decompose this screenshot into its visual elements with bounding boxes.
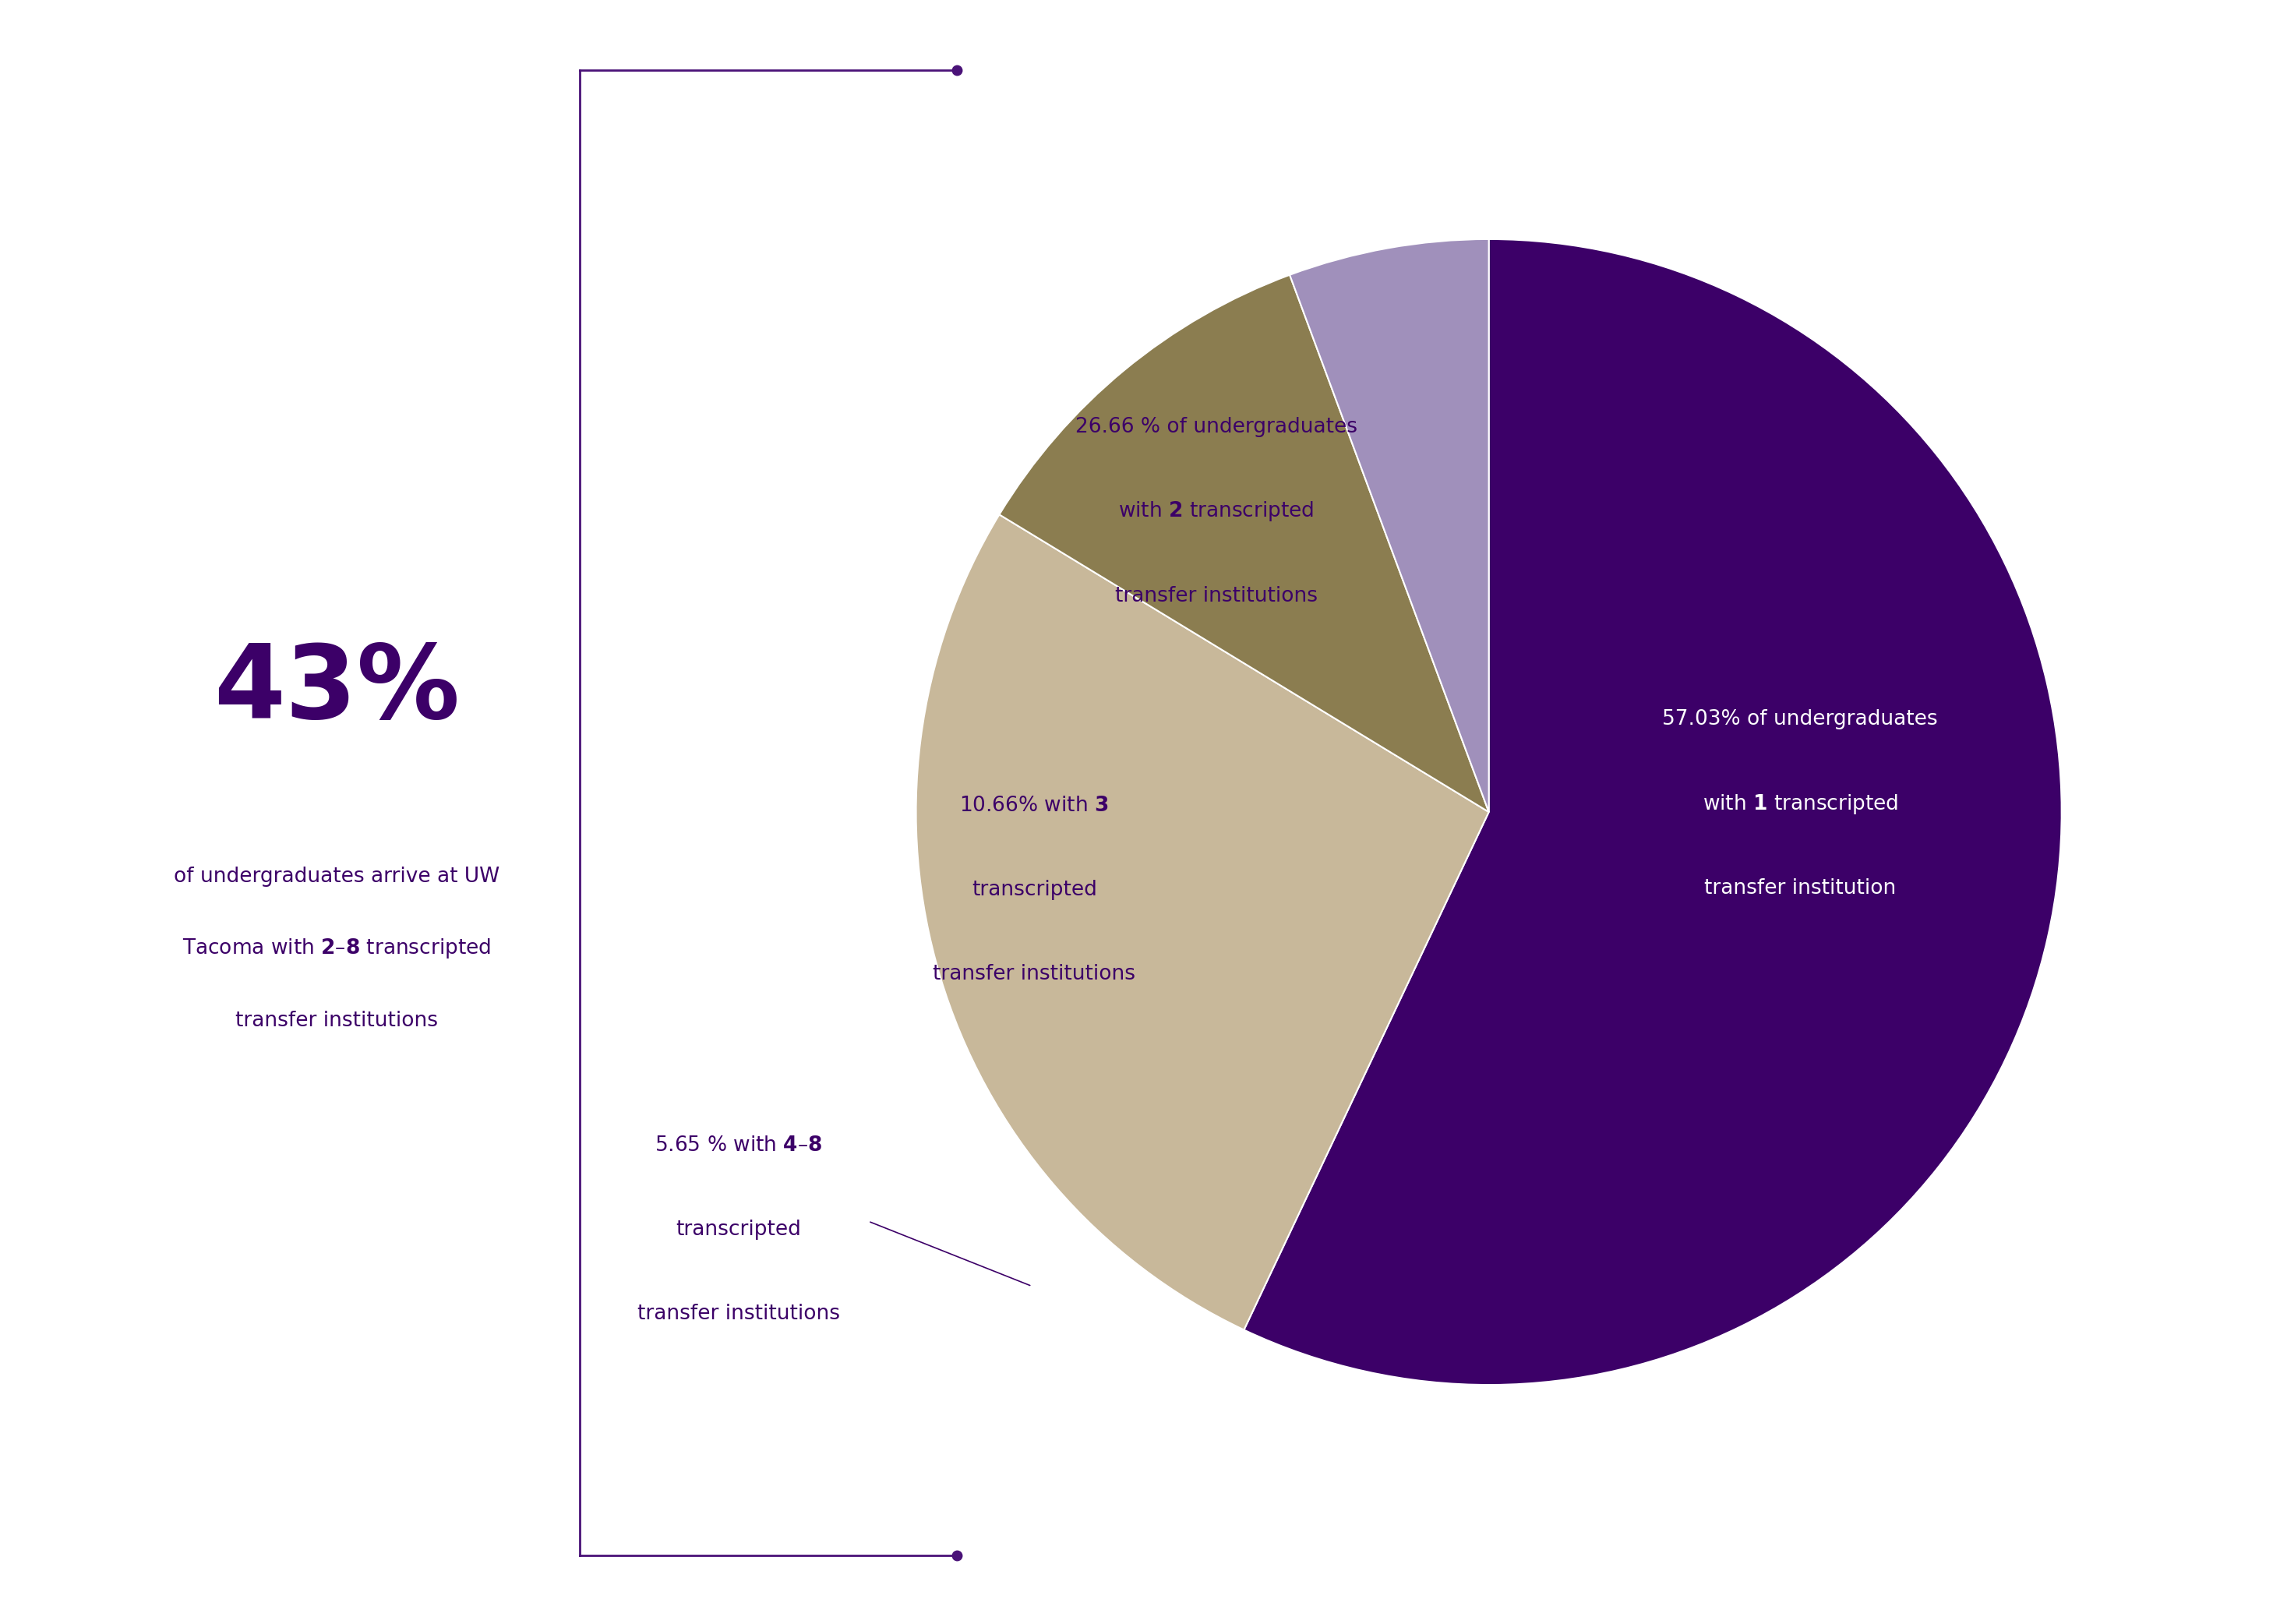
Text: 43%: 43% — [214, 641, 459, 739]
Text: 10.66% with $\mathbf{3}$: 10.66% with $\mathbf{3}$ — [959, 796, 1109, 815]
Text: with $\mathbf{1}$ transcripted: with $\mathbf{1}$ transcripted — [1702, 793, 1898, 815]
Wedge shape — [1243, 239, 2062, 1385]
Text: 57.03% of undergraduates: 57.03% of undergraduates — [1662, 710, 1939, 729]
Wedge shape — [1000, 274, 1489, 812]
Text: Tacoma with $\mathbf{2–8}$ transcripted: Tacoma with $\mathbf{2–8}$ transcripted — [182, 937, 491, 960]
Text: 5.65 % with $\mathbf{4–8}$: 5.65 % with $\mathbf{4–8}$ — [655, 1135, 823, 1155]
Text: transfer institutions: transfer institutions — [234, 1010, 439, 1031]
Text: transcripted: transcripted — [675, 1220, 802, 1239]
Text: transfer institutions: transfer institutions — [932, 965, 1136, 984]
Text: with $\mathbf{2}$ transcripted: with $\mathbf{2}$ transcripted — [1118, 500, 1314, 523]
Text: 26.66 % of undergraduates: 26.66 % of undergraduates — [1075, 417, 1357, 437]
Wedge shape — [916, 515, 1489, 1330]
Text: transcripted: transcripted — [971, 880, 1098, 900]
Text: transfer institutions: transfer institutions — [1114, 586, 1318, 606]
Text: transfer institution: transfer institution — [1705, 879, 1896, 898]
Wedge shape — [1289, 239, 1489, 812]
Text: transfer institutions: transfer institutions — [636, 1304, 841, 1324]
Text: of undergraduates arrive at UW: of undergraduates arrive at UW — [173, 867, 500, 887]
